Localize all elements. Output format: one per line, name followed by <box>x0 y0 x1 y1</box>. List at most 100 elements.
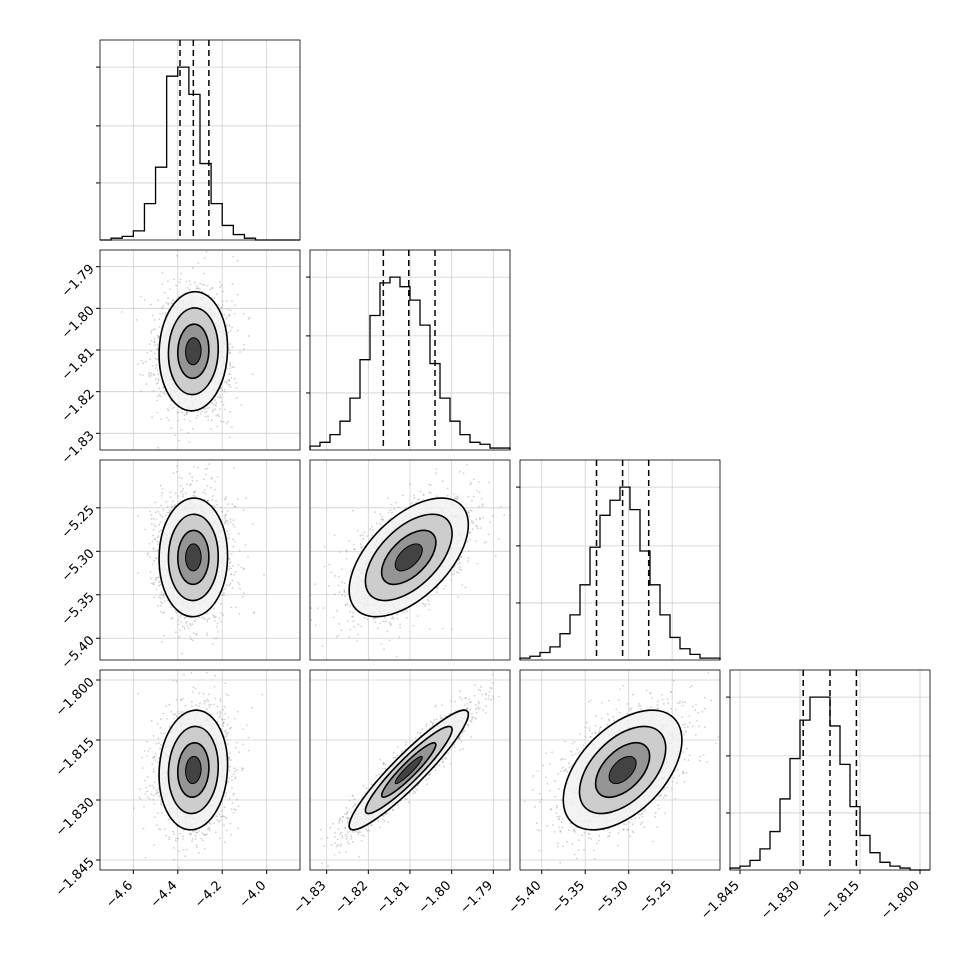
sample-point <box>154 352 156 355</box>
sample-point <box>151 563 154 565</box>
sample-point <box>162 386 165 389</box>
sample-point <box>428 491 431 494</box>
sample-point <box>334 575 336 577</box>
sample-point <box>158 584 161 587</box>
sample-point <box>361 534 364 536</box>
sample-point <box>446 494 449 497</box>
sample-point <box>323 546 326 548</box>
sample-point <box>208 617 211 620</box>
sample-point <box>206 634 209 637</box>
sample-point <box>234 505 236 508</box>
sample-point <box>475 525 478 527</box>
sample-point <box>211 498 214 501</box>
sample-point <box>170 617 173 620</box>
sample-point <box>343 591 346 593</box>
sample-point <box>205 473 208 476</box>
sample-point <box>468 549 470 552</box>
sample-point <box>154 538 157 540</box>
sample-point <box>410 502 413 504</box>
sample-point <box>376 627 379 630</box>
sample-point <box>228 557 231 560</box>
sample-point <box>150 332 153 335</box>
sample-point <box>215 625 218 628</box>
sample-point <box>233 525 236 528</box>
sample-point <box>156 344 159 346</box>
sample-point <box>441 480 444 483</box>
sample-point <box>214 404 217 407</box>
sample-point <box>156 395 159 398</box>
sample-point <box>403 611 406 614</box>
sample-point <box>230 426 233 429</box>
sample-point <box>421 602 424 605</box>
sample-point <box>238 532 240 535</box>
sample-point <box>150 514 153 516</box>
sample-point <box>217 631 220 633</box>
sample-point <box>220 387 223 390</box>
sample-point <box>390 623 392 625</box>
sample-point <box>160 591 163 593</box>
sample-point <box>229 309 232 312</box>
sample-point <box>178 281 181 284</box>
sample-point <box>379 622 381 625</box>
sample-point <box>197 262 200 264</box>
sample-point <box>190 483 192 485</box>
sample-point <box>353 626 355 628</box>
sample-point <box>460 569 463 571</box>
sample-point <box>160 601 163 603</box>
sample-point <box>159 593 162 596</box>
sample-point <box>232 538 235 541</box>
sample-point <box>208 288 211 291</box>
sample-point <box>152 596 155 599</box>
sample-point <box>357 623 360 626</box>
sample-point <box>229 386 232 389</box>
sample-point <box>185 620 188 623</box>
sample-point <box>155 518 158 521</box>
sample-point <box>148 371 151 374</box>
sample-point <box>252 373 254 376</box>
sample-point <box>341 581 343 584</box>
sample-point <box>183 418 186 421</box>
hist-step <box>519 486 721 660</box>
sample-point <box>321 645 324 648</box>
sample-point <box>153 344 156 346</box>
sample-point <box>419 490 422 493</box>
sample-point <box>195 633 198 636</box>
sample-point <box>494 555 497 557</box>
sample-point <box>366 618 369 620</box>
sample-point <box>139 373 142 376</box>
sample-point <box>214 408 217 410</box>
sample-point <box>231 326 234 329</box>
sample-point <box>383 648 385 650</box>
sample-point <box>429 492 432 494</box>
sample-point <box>478 505 481 508</box>
sample-point <box>163 596 166 599</box>
density-contour <box>185 543 202 572</box>
sample-point <box>234 506 237 509</box>
sample-point <box>238 550 241 552</box>
sample-point <box>156 382 159 385</box>
sample-point <box>216 622 219 625</box>
sample-point <box>210 477 213 480</box>
sample-point <box>158 335 160 338</box>
sample-point <box>213 616 215 618</box>
sample-point <box>458 566 461 569</box>
sample-point <box>435 472 437 474</box>
sample-point <box>217 413 219 416</box>
sample-point <box>229 410 231 413</box>
sample-point <box>211 495 214 497</box>
sample-point <box>483 453 485 455</box>
sample-point <box>213 297 216 299</box>
sample-point <box>176 465 178 467</box>
sample-point <box>412 624 415 627</box>
sample-point <box>162 592 165 595</box>
sample-point <box>150 522 153 525</box>
sample-point <box>220 284 223 287</box>
sample-point <box>229 364 232 367</box>
sample-point <box>220 612 222 614</box>
sample-point <box>185 411 188 414</box>
sample-point <box>183 626 186 628</box>
sample-point <box>159 513 161 515</box>
sample-point <box>161 516 164 519</box>
sample-point <box>228 562 231 564</box>
sample-point <box>214 399 217 402</box>
